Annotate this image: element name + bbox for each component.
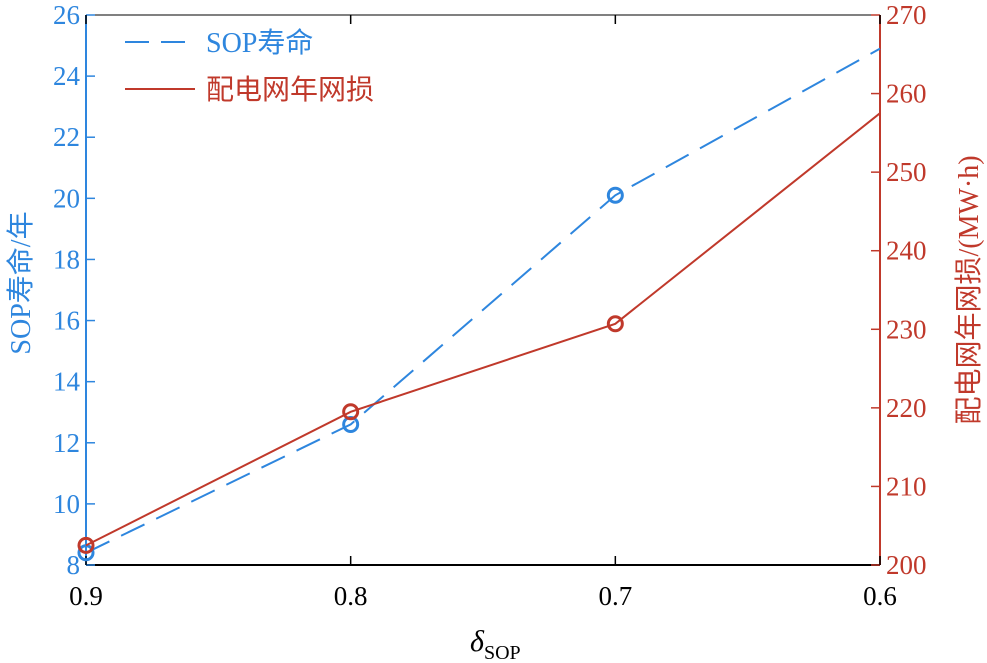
x-tick-label: 0.8: [334, 581, 368, 611]
right-tick-label: 270: [886, 0, 927, 30]
right-axis-title: 配电网年网损/(MW·h): [953, 155, 985, 424]
right-tick-label: 260: [886, 79, 927, 109]
right-tick-label: 240: [886, 236, 927, 266]
right-tick-label: 250: [886, 157, 927, 187]
left-tick-label: 10: [53, 489, 80, 519]
right-tick-label: 230: [886, 314, 927, 344]
series-2-marker: [77, 536, 95, 554]
x-axis-title-symbol: δ: [470, 625, 485, 658]
left-tick-label: 8: [67, 550, 81, 580]
left-tick-label: 26: [53, 0, 80, 30]
series-layer: [77, 47, 881, 562]
left-tick-label: 24: [53, 61, 81, 91]
left-axis-ticks: 8 10 12 14 16 18 20 22 24 26: [53, 0, 95, 580]
legend-label: 配电网年网损: [206, 74, 374, 106]
x-axis-title: δSOP: [470, 625, 521, 663]
series-line-2: [85, 112, 881, 547]
series-line-1: [85, 47, 881, 554]
legend-label: SOP寿命: [206, 27, 313, 59]
series-2-marker: [342, 403, 360, 421]
left-tick-label: 22: [53, 122, 80, 152]
series-2-marker: [606, 315, 624, 333]
x-tick-label: 0.9: [69, 581, 103, 611]
right-axis-ticks: 200 210 220 230 240 250 260 270: [871, 0, 927, 580]
series-1-marker: [606, 186, 624, 204]
left-tick-label: 16: [53, 306, 80, 336]
left-tick-label: 14: [53, 367, 81, 397]
series-1-marker: [77, 544, 95, 562]
right-tick-label: 200: [886, 550, 927, 580]
x-tick-label: 0.6: [863, 581, 897, 611]
left-axis-title: SOP寿命/年: [5, 211, 37, 354]
x-axis-title-subscript: SOP: [484, 642, 521, 663]
right-tick-label: 210: [886, 471, 927, 501]
left-tick-label: 20: [53, 183, 80, 213]
x-axis-ticks: 0.9 0.8 0.7 0.6: [69, 15, 897, 611]
left-tick-label: 18: [53, 244, 80, 274]
plot-frame: [85, 14, 881, 566]
right-tick-label: 220: [886, 393, 927, 423]
x-tick-label: 0.7: [598, 581, 632, 611]
left-tick-label: 12: [53, 428, 80, 458]
